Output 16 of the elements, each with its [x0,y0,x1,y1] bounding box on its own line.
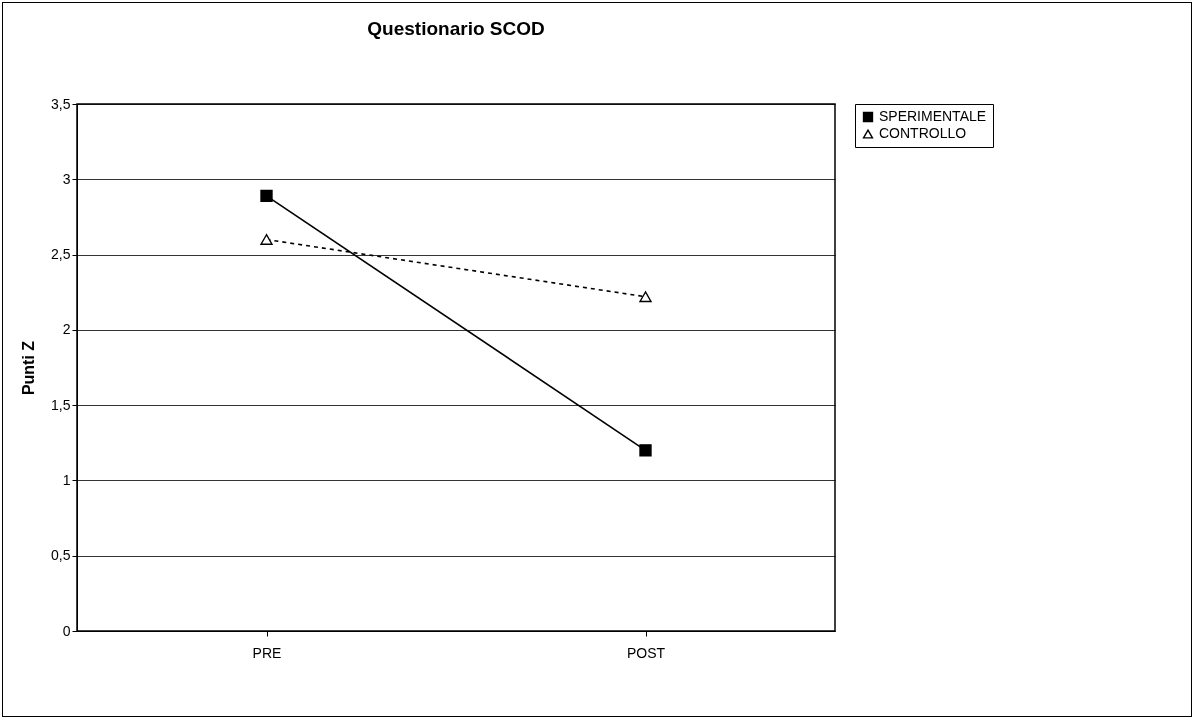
y-tick-label: 0,5 [51,547,71,564]
legend-label: SPERIMENTALE [879,108,987,124]
x-tick-label: PRE [252,644,282,661]
y-tick-label: 3,5 [51,95,71,112]
legend-label: CONTROLLO [879,125,967,141]
y-tick-label: 0 [62,622,71,639]
y-tick-label: 1,5 [51,396,71,413]
x-tick-label: POST [626,644,666,661]
y-axis-title: Punti Z [20,340,38,396]
y-tick-label: 1 [62,471,71,488]
chart-title: Questionario SCOD [367,18,545,39]
point [260,189,273,203]
point [639,444,652,457]
y-tick-label: 3 [62,170,71,187]
y-tick-label: 2,5 [51,246,71,263]
y-tick-label: 2 [62,321,71,338]
